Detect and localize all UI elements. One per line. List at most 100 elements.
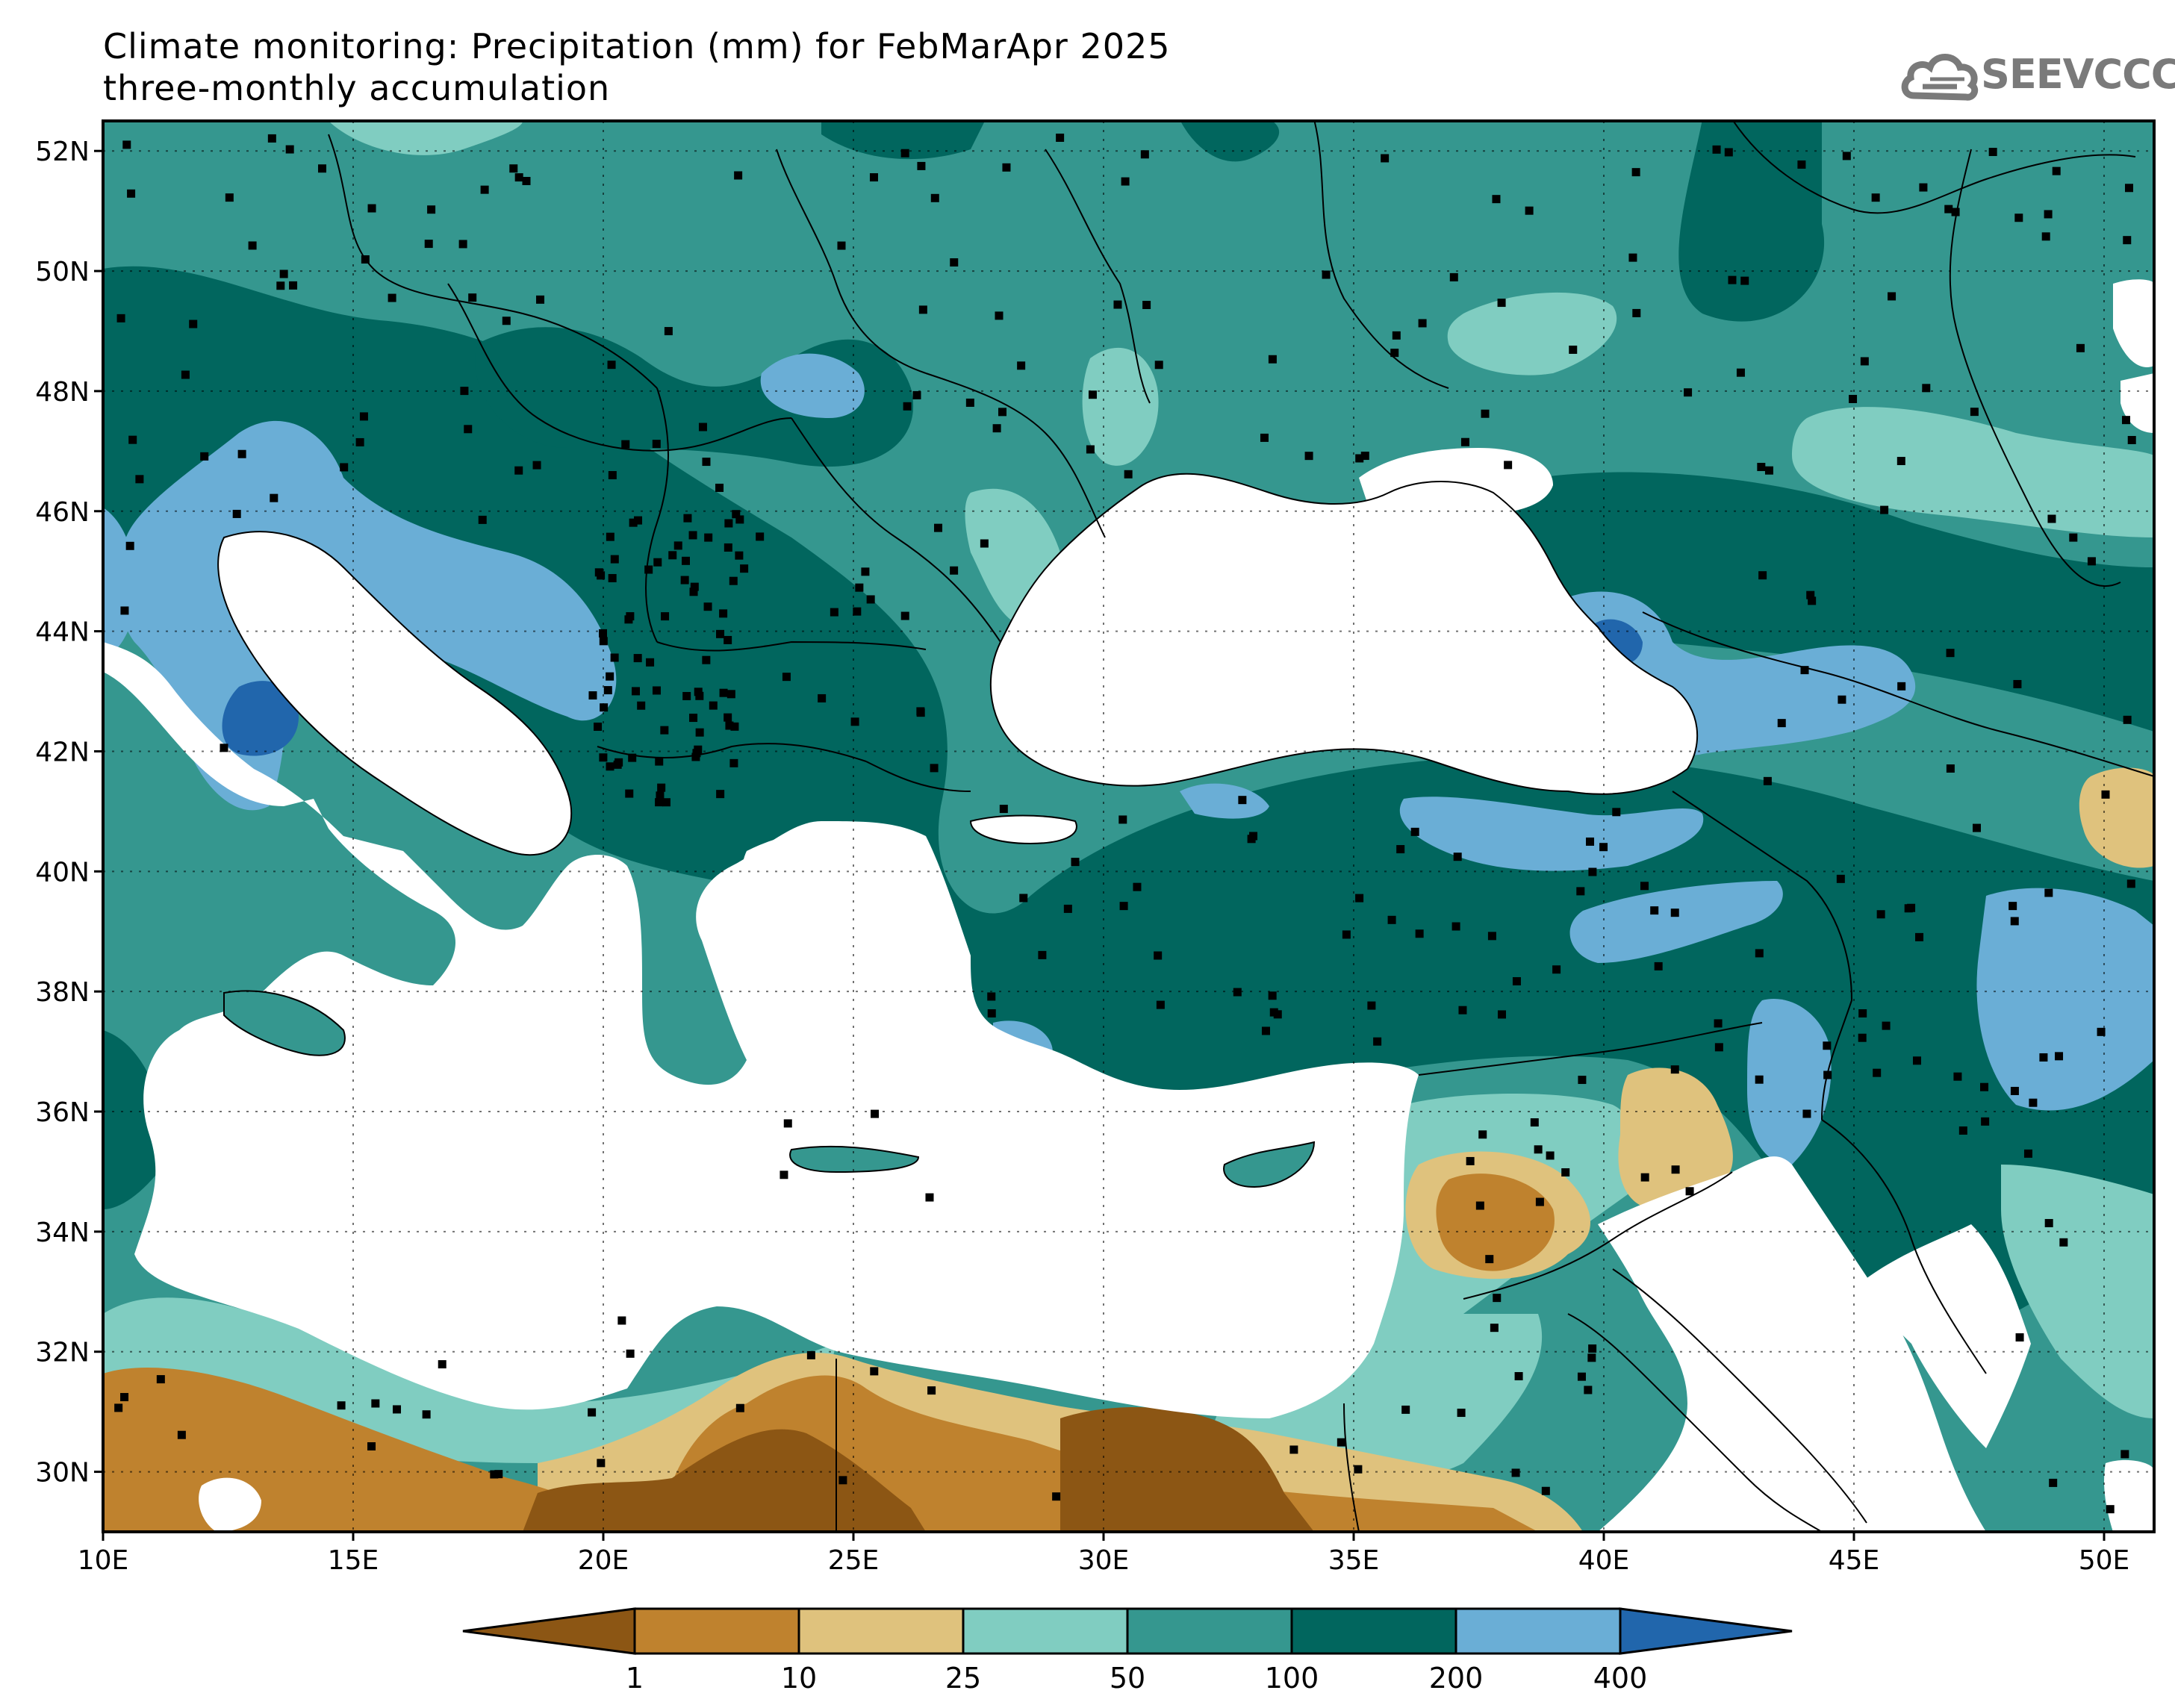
station-marker (617, 1316, 626, 1325)
station-marker (2106, 1505, 2115, 1514)
station-marker (1588, 867, 1597, 876)
station-marker (1842, 152, 1851, 160)
station-marker (1124, 470, 1133, 479)
station-marker (735, 1403, 744, 1412)
station-marker (422, 1410, 431, 1419)
station-marker (458, 240, 467, 249)
station-marker (694, 745, 703, 754)
station-marker (1588, 1344, 1597, 1353)
station-marker (927, 1386, 936, 1395)
map-field (103, 121, 2154, 1532)
station-marker (1038, 950, 1047, 959)
station-marker (220, 744, 228, 752)
station-marker (181, 370, 190, 379)
station-marker (1546, 1151, 1555, 1160)
station-marker (367, 204, 376, 213)
station-marker (861, 567, 870, 576)
station-marker (1973, 823, 1982, 832)
station-marker (855, 583, 864, 592)
station-marker (918, 305, 927, 314)
station-marker (1466, 1156, 1475, 1165)
precip-field-below-1 (523, 1407, 1314, 1532)
station-marker (1882, 1021, 1891, 1030)
station-marker (900, 611, 909, 620)
station-marker (1758, 571, 1767, 580)
station-marker (1478, 1130, 1487, 1139)
lat-tick-label: 52N (35, 137, 90, 167)
station-marker (509, 164, 518, 173)
station-marker (597, 571, 606, 580)
station-marker (1806, 590, 1815, 599)
map-subtitle: three-monthly accumulation (103, 68, 611, 108)
station-marker (1360, 452, 1369, 461)
station-marker (1086, 445, 1095, 454)
station-marker (725, 721, 734, 730)
station-marker (655, 757, 664, 766)
station-marker (1396, 845, 1405, 854)
station-marker (1453, 853, 1462, 861)
station-marker (1304, 452, 1313, 461)
station-marker (735, 551, 744, 560)
station-marker (664, 327, 673, 336)
station-marker (1142, 301, 1151, 310)
station-marker (1289, 1445, 1298, 1454)
station-marker (2044, 1218, 2053, 1227)
station-marker (1712, 145, 1721, 154)
logo-text: SEEVCCC (1981, 51, 2175, 98)
station-marker (729, 576, 738, 585)
station-marker (1392, 331, 1401, 340)
station-marker (690, 582, 699, 591)
legend-level-label: 200 (1429, 1662, 1484, 1695)
station-marker (606, 532, 614, 541)
station-marker (279, 269, 288, 278)
station-marker (2069, 533, 2078, 542)
station-marker (1919, 183, 1928, 192)
station-marker (270, 493, 279, 502)
station-marker (646, 658, 655, 667)
station-marker (1121, 177, 1130, 186)
station-marker (1724, 148, 1733, 157)
station-marker (337, 1401, 346, 1410)
station-marker (2039, 1053, 2048, 1062)
station-marker (1071, 858, 1080, 867)
station-marker (2120, 1450, 2129, 1459)
station-marker (125, 541, 134, 550)
station-marker (1249, 832, 1258, 841)
station-marker (289, 281, 298, 290)
station-marker (1458, 1006, 1467, 1014)
station-marker (1640, 882, 1649, 891)
station-marker (2076, 343, 2085, 352)
station-marker (870, 1367, 879, 1376)
station-marker (683, 514, 692, 523)
station-marker (1631, 168, 1640, 177)
station-marker (1530, 1118, 1539, 1127)
station-marker (1460, 437, 1469, 446)
station-marker (276, 281, 285, 290)
station-marker (2101, 790, 2110, 799)
station-marker (1849, 394, 1858, 403)
longitude-labels: 10E 15E 20E 25E 30E 35E 40E 45E 50E (78, 1532, 2129, 1576)
station-marker (830, 608, 838, 617)
station-marker (1451, 922, 1460, 931)
station-marker (1823, 1070, 1832, 1079)
station-marker (1260, 433, 1269, 442)
station-marker (1578, 1076, 1587, 1085)
station-marker (999, 805, 1008, 814)
station-marker (704, 533, 713, 542)
station-marker (1490, 1324, 1499, 1333)
station-marker (930, 764, 939, 773)
station-marker (782, 673, 791, 682)
station-marker (1355, 454, 1364, 463)
station-marker (600, 703, 609, 712)
station-marker (626, 612, 635, 621)
lat-tick-label: 40N (35, 857, 90, 888)
station-marker (903, 402, 912, 411)
station-marker (950, 566, 959, 575)
station-marker (1640, 1173, 1649, 1182)
station-marker (644, 565, 653, 574)
lat-tick-label: 46N (35, 497, 90, 528)
station-marker (735, 515, 744, 524)
station-marker (1860, 357, 1869, 366)
station-marker (1897, 682, 1906, 691)
station-marker (1612, 808, 1621, 817)
